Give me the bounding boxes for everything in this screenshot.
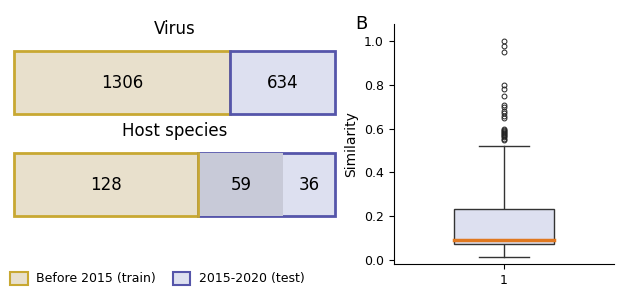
Text: 36: 36 (299, 176, 320, 194)
Bar (10, 272, 28, 285)
Text: 59: 59 (230, 176, 252, 194)
Bar (198, 153, 335, 216)
Y-axis label: Similarity: Similarity (344, 111, 358, 177)
Bar (230, 51, 335, 114)
Text: B: B (355, 15, 367, 33)
Text: 634: 634 (267, 74, 298, 92)
Text: 2015-2020 (test): 2015-2020 (test) (199, 272, 305, 285)
Text: Virus: Virus (154, 20, 195, 38)
Text: Host species: Host species (122, 122, 227, 140)
Bar (454, 209, 554, 244)
Bar (198, 153, 284, 216)
Bar (14, 153, 198, 216)
Bar (173, 272, 190, 285)
Text: 1306: 1306 (101, 74, 143, 92)
Text: Before 2015 (train): Before 2015 (train) (36, 272, 156, 285)
Text: 128: 128 (90, 176, 122, 194)
Bar (14, 51, 230, 114)
